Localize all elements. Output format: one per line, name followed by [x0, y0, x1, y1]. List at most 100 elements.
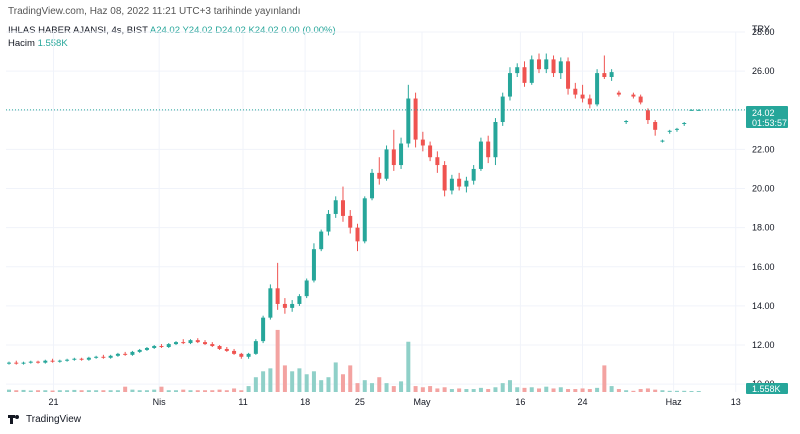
volume-bar [297, 368, 302, 392]
y-tick-label: 14.00 [752, 301, 775, 311]
volume-bar [449, 389, 454, 392]
candle-body [57, 360, 62, 362]
volume-bar [340, 374, 345, 392]
volume-bar [370, 383, 375, 392]
candle-body [500, 96, 505, 122]
y-tick-label: 26.00 [752, 66, 775, 76]
volume-bar [566, 389, 571, 392]
legend-symbol[interactable]: IHLAS HABER AJANSI, 4s, BIST [8, 25, 148, 36]
volume-bar [507, 380, 512, 392]
candle-body [275, 288, 280, 304]
candle-body [319, 231, 324, 250]
tradingview-logo-text: TradingView [26, 414, 82, 425]
volume-bar [28, 390, 33, 392]
volume-bar [261, 371, 266, 392]
volume-bar [551, 388, 556, 392]
candle-body [529, 59, 534, 83]
publish-caption: TradingView.com, Haz 08, 2022 11:21 UTC+… [8, 6, 301, 17]
candle-body [311, 249, 316, 281]
volume-bar [624, 390, 629, 392]
volume-bar [282, 365, 287, 392]
volume-bar [391, 386, 396, 392]
candle-body [515, 67, 520, 74]
candle-body [348, 215, 353, 228]
candle-body [653, 122, 658, 130]
candle-body [696, 109, 701, 111]
candle-body [638, 96, 643, 103]
candle-body [115, 353, 120, 356]
candle-body [7, 362, 11, 364]
y-tick-label: 22.00 [752, 144, 775, 154]
candle-body [94, 356, 99, 358]
candle-body [566, 61, 571, 89]
candle-body [28, 361, 33, 363]
x-tick-label: 25 [355, 397, 365, 407]
volume-bar [166, 390, 171, 392]
candle-body [377, 172, 382, 179]
candle-body [667, 130, 672, 132]
candle-body [43, 360, 48, 363]
candle-body [631, 94, 636, 97]
x-tick-label: 18 [300, 397, 310, 407]
candle-body [130, 351, 135, 355]
candle-body [333, 200, 338, 214]
volume-bar [682, 390, 687, 392]
x-tick-label: 13 [731, 397, 741, 407]
candle-body [558, 61, 563, 74]
volume-bar [7, 389, 11, 392]
volume-bar [43, 390, 48, 392]
volume-bar [515, 387, 520, 392]
x-tick-label: 11 [238, 397, 247, 407]
x-tick-label: 21 [49, 397, 59, 407]
candle-body [544, 59, 549, 70]
volume-bar [377, 377, 382, 392]
candle-body [166, 344, 171, 347]
volume-bar [471, 389, 476, 392]
candle-body [682, 122, 687, 124]
volume-bar [573, 389, 578, 392]
volume-bar [616, 389, 621, 392]
candle-body [609, 72, 614, 77]
x-tick-label: 24 [577, 397, 587, 407]
legend-volume-row: Hacim 1.558K [8, 37, 336, 50]
tradingview-logo[interactable]: TradingView [8, 414, 81, 425]
candle-body [101, 356, 106, 358]
volume-badge-value: 1.558K [752, 384, 781, 394]
volume-bar [638, 389, 643, 392]
volume-bar [442, 387, 447, 392]
volume-bar [522, 387, 527, 392]
candle-body [72, 358, 77, 360]
volume-bar [115, 390, 120, 392]
volume-bar [529, 387, 534, 392]
candle-body [391, 149, 396, 166]
volume-bar [173, 390, 178, 392]
volume-bar [94, 390, 99, 392]
volume-bar [57, 390, 62, 392]
volume-bar [65, 390, 70, 392]
tradingview-logo-icon [8, 415, 22, 424]
candle-body [50, 360, 55, 362]
volume-bars [7, 329, 701, 392]
volume-bar [696, 391, 701, 392]
legend-volume-label[interactable]: Hacim [8, 38, 35, 49]
volume-bar [645, 388, 650, 392]
volume-bar [21, 389, 26, 392]
candle-body [340, 200, 345, 216]
candle-body [181, 342, 186, 344]
candle-body [580, 94, 585, 99]
candle-body [507, 73, 512, 97]
candle-body [65, 359, 70, 361]
volume-bar [486, 389, 491, 392]
volume-bar [362, 380, 367, 392]
volume-bar [130, 389, 135, 392]
volume-bar [420, 387, 425, 392]
candle-body [384, 149, 389, 179]
candle-body [290, 303, 295, 308]
volume-bar [181, 389, 186, 392]
candle-body [36, 361, 41, 363]
candle-body [493, 122, 498, 158]
volume-bar [152, 389, 157, 392]
volume-bar [602, 365, 607, 392]
volume-bar [558, 387, 563, 392]
